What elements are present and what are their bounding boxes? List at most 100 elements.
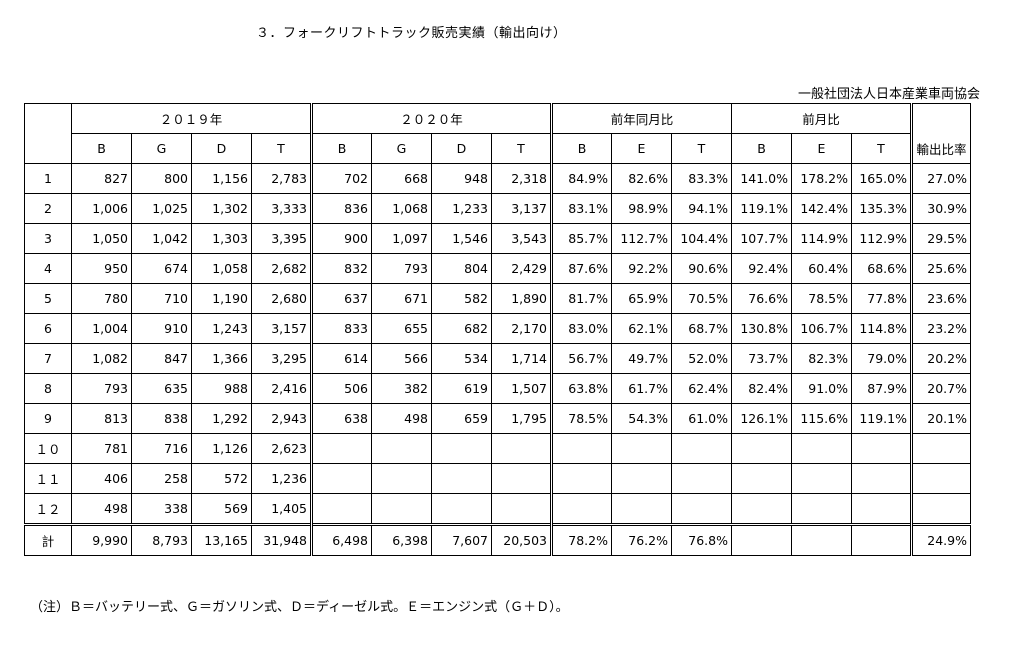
data-cell: 614 [310,343,372,374]
data-cell: 2,318 [491,163,552,194]
data-cell [611,433,672,464]
data-cell [910,463,971,494]
data-cell: 1,156 [191,163,252,194]
data-cell: 68.6% [851,253,912,284]
data-cell: 2,429 [491,253,552,284]
sub-header: D [191,133,252,164]
month-cell: 8 [24,373,72,404]
header-row-types: B G D T B G D T B E T B E T 輸出比率 [24,133,971,164]
table-row: １１ 406 258 572 1,236 [24,463,971,494]
data-cell [611,493,672,525]
data-cell: 27.0% [910,163,971,194]
data-cell: 2,416 [251,373,312,404]
data-cell: 61.0% [671,403,732,434]
data-cell [611,463,672,494]
data-cell: 635 [131,373,192,404]
data-cell: 49.7% [611,343,672,374]
data-cell: 77.8% [851,283,912,314]
data-cell: 76.8% [671,523,732,556]
data-cell: 31,948 [251,523,312,556]
data-cell: 827 [71,163,132,194]
data-cell: 1,366 [191,343,252,374]
data-cell: 655 [371,313,432,344]
data-cell [371,433,432,464]
data-cell: 948 [431,163,492,194]
month-cell: 6 [24,313,72,344]
data-cell: 62.1% [611,313,672,344]
table-row: 3 1,050 1,042 1,303 3,395 900 1,097 1,546 3,543 8… [24,223,971,254]
table-row: 1 827 800 1,156 2,783 702 668 948 2,318 84.9% 82.6… [24,163,971,194]
data-cell: 78.2% [550,523,612,556]
data-cell: 76.2% [611,523,672,556]
data-cell: 7,607 [431,523,492,556]
organization-name: 一般社団法人日本産業車両協会 [797,87,980,102]
data-cell: 3,395 [251,223,312,254]
data-cell [851,433,912,464]
data-cell: 3,157 [251,313,312,344]
data-cell [851,463,912,494]
sub-header: B [310,133,372,164]
data-cell: 781 [71,433,132,464]
month-cell: 4 [24,253,72,284]
data-cell: 130.8% [731,313,792,344]
data-cell: 674 [131,253,192,284]
table-row: 7 1,082 847 1,366 3,295 614 566 534 1,714 56.7% 49… [24,343,971,374]
data-cell: 1,714 [491,343,552,374]
table-row: 8 793 635 988 2,416 506 382 619 1,507 63.8% 61.7% 6… [24,373,971,404]
month-cell: １０ [24,433,72,464]
data-cell [371,463,432,494]
data-cell [851,523,912,556]
data-cell [310,463,372,494]
data-cell: 84.9% [550,163,612,194]
data-cell: 836 [310,193,372,224]
data-cell: 8,793 [131,523,192,556]
data-cell: 406 [71,463,132,494]
data-cell: 2,682 [251,253,312,284]
header-row-years: ２０１９年 ２０２０年 前年同月比 前月比 [24,103,971,134]
data-cell: 988 [191,373,252,404]
month-cell: 7 [24,343,72,374]
data-cell: 566 [371,343,432,374]
data-cell: 112.9% [851,223,912,254]
data-cell [731,433,792,464]
data-cell [550,433,612,464]
data-cell: 3,333 [251,193,312,224]
footnote: （注）Ｂ＝バッテリー式、Ｇ＝ガソリン式、Ｄ＝ディーゼル式。Ｅ＝エンジン式（Ｇ＋Ｄ… [30,600,569,615]
data-cell: 63.8% [550,373,612,404]
data-cell: 106.7% [791,313,852,344]
data-cell [910,433,971,464]
data-cell: 82.3% [791,343,852,374]
data-cell [550,493,612,525]
data-cell: 13,165 [191,523,252,556]
data-cell: 682 [431,313,492,344]
table-row: 2 1,006 1,025 1,302 3,333 836 1,068 1,233 3,137 8… [24,193,971,224]
data-cell: 126.1% [731,403,792,434]
data-cell: 83.1% [550,193,612,224]
data-cell: 83.3% [671,163,732,194]
table-row: 4 950 674 1,058 2,682 832 793 804 2,429 87.6% 92.2… [24,253,971,284]
data-cell: 668 [371,163,432,194]
header-2019: ２０１９年 [71,103,312,134]
data-cell [910,493,971,525]
month-cell: １１ [24,463,72,494]
data-cell: 950 [71,253,132,284]
data-cell: 61.7% [611,373,672,404]
data-cell: 838 [131,403,192,434]
month-cell: 2 [24,193,72,224]
data-cell: 6,398 [371,523,432,556]
month-cell: １２ [24,493,72,525]
data-cell [731,493,792,525]
data-cell: 20.7% [910,373,971,404]
data-cell [431,433,492,464]
sub-header: G [371,133,432,164]
data-cell [310,433,372,464]
data-cell: 847 [131,343,192,374]
data-cell: 793 [71,373,132,404]
data-cell: 114.9% [791,223,852,254]
data-cell: 178.2% [791,163,852,194]
data-cell [491,433,552,464]
data-cell: 52.0% [671,343,732,374]
data-cell [550,463,612,494]
data-cell: 78.5% [791,283,852,314]
data-cell: 1,126 [191,433,252,464]
